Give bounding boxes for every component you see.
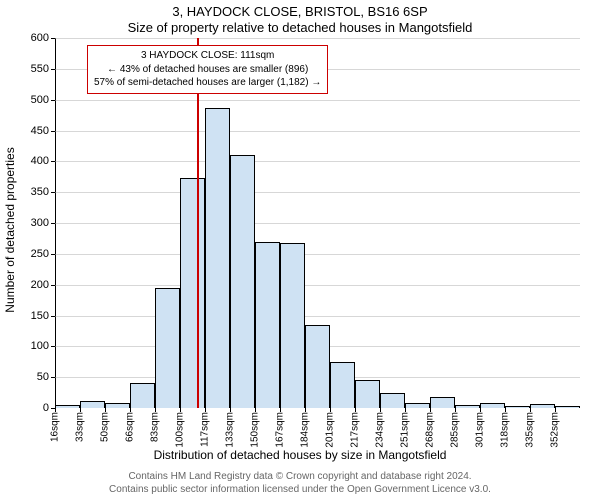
grid-line (55, 38, 580, 39)
ytick-mark (51, 131, 55, 132)
ytick-mark (51, 316, 55, 317)
ytick-mark (51, 346, 55, 347)
grid-line (55, 316, 580, 317)
xtick-label: 335sqm (525, 412, 536, 448)
ytick-mark (51, 285, 55, 286)
histogram-bar (505, 406, 530, 408)
x-axis-label: Distribution of detached houses by size … (0, 448, 600, 462)
histogram-bar (455, 405, 480, 408)
ytick-label: 300 (31, 217, 49, 229)
y-axis-label: Number of detached properties (3, 147, 17, 312)
grid-line (55, 223, 580, 224)
histogram-bar (555, 406, 580, 408)
grid-line (55, 254, 580, 255)
grid-line (55, 100, 580, 101)
xtick-label: 33sqm (75, 412, 86, 442)
histogram-bar (105, 403, 130, 408)
ytick-label: 100 (31, 340, 49, 352)
ytick-label: 550 (31, 63, 49, 75)
xtick-label: 184sqm (300, 412, 311, 448)
ytick-mark (51, 161, 55, 162)
ytick-mark (51, 254, 55, 255)
annotation-box: 3 HAYDOCK CLOSE: 111sqm← 43% of detached… (87, 45, 328, 94)
ytick-mark (51, 192, 55, 193)
histogram-bar (405, 403, 430, 408)
ytick-mark (51, 377, 55, 378)
histogram-bar (255, 242, 280, 409)
xtick-label: 83sqm (150, 412, 161, 442)
histogram-bar (380, 393, 405, 408)
grid-line (55, 285, 580, 286)
xtick-label: 285sqm (450, 412, 461, 448)
xtick-label: 251sqm (400, 412, 411, 448)
ytick-label: 0 (43, 402, 49, 414)
reference-line (197, 38, 199, 408)
histogram-bar (155, 288, 180, 408)
xtick-label: 150sqm (250, 412, 261, 448)
footer-line1: Contains HM Land Registry data © Crown c… (0, 470, 600, 483)
histogram-bar (205, 108, 230, 408)
xtick-label: 217sqm (350, 412, 361, 448)
xtick-label: 100sqm (175, 412, 186, 448)
histogram-bar (230, 155, 255, 408)
ytick-label: 350 (31, 186, 49, 198)
ytick-mark (51, 100, 55, 101)
grid-line (55, 161, 580, 162)
xtick-label: 167sqm (275, 412, 286, 448)
xtick-label: 50sqm (100, 412, 111, 442)
chart-footer: Contains HM Land Registry data © Crown c… (0, 470, 600, 496)
xtick-label: 352sqm (550, 412, 561, 448)
histogram-bar (80, 401, 105, 408)
histogram-bar (180, 178, 205, 408)
ytick-label: 250 (31, 248, 49, 260)
grid-line (55, 192, 580, 193)
xtick-label: 234sqm (375, 412, 386, 448)
ytick-label: 400 (31, 155, 49, 167)
plot-area: 05010015020025030035040045050055060016sq… (55, 38, 580, 408)
annotation-line: 3 HAYDOCK CLOSE: 111sqm (94, 49, 321, 63)
histogram-bar (280, 243, 305, 408)
ytick-mark (51, 69, 55, 70)
chart-title-line1: 3, HAYDOCK CLOSE, BRISTOL, BS16 6SP (0, 4, 600, 19)
chart-title-line2: Size of property relative to detached ho… (0, 20, 600, 35)
ytick-label: 600 (31, 32, 49, 44)
footer-line2: Contains public sector information licen… (0, 483, 600, 496)
xtick-label: 117sqm (200, 412, 211, 447)
xtick-label: 268sqm (425, 412, 436, 448)
chart-container: 3, HAYDOCK CLOSE, BRISTOL, BS16 6SP Size… (0, 0, 600, 500)
ytick-label: 50 (37, 371, 49, 383)
histogram-bar (305, 325, 330, 408)
ytick-label: 150 (31, 310, 49, 322)
ytick-mark (51, 223, 55, 224)
histogram-bar (430, 397, 455, 408)
ytick-label: 450 (31, 125, 49, 137)
histogram-bar (530, 404, 555, 408)
grid-line (55, 131, 580, 132)
xtick-label: 133sqm (225, 412, 236, 448)
annotation-line: 57% of semi-detached houses are larger (… (94, 76, 321, 90)
histogram-bar (330, 362, 355, 408)
xtick-label: 201sqm (325, 412, 336, 448)
ytick-mark (51, 38, 55, 39)
histogram-bar (55, 405, 80, 408)
histogram-bar (130, 383, 155, 408)
xtick-label: 318sqm (500, 412, 511, 448)
histogram-bar (480, 403, 505, 408)
annotation-line: ← 43% of detached houses are smaller (89… (94, 63, 321, 77)
xtick-label: 66sqm (125, 412, 136, 442)
xtick-label: 16sqm (50, 412, 61, 442)
ytick-label: 500 (31, 94, 49, 106)
histogram-bar (355, 380, 380, 408)
xtick-label: 301sqm (475, 412, 486, 448)
ytick-label: 200 (31, 279, 49, 291)
